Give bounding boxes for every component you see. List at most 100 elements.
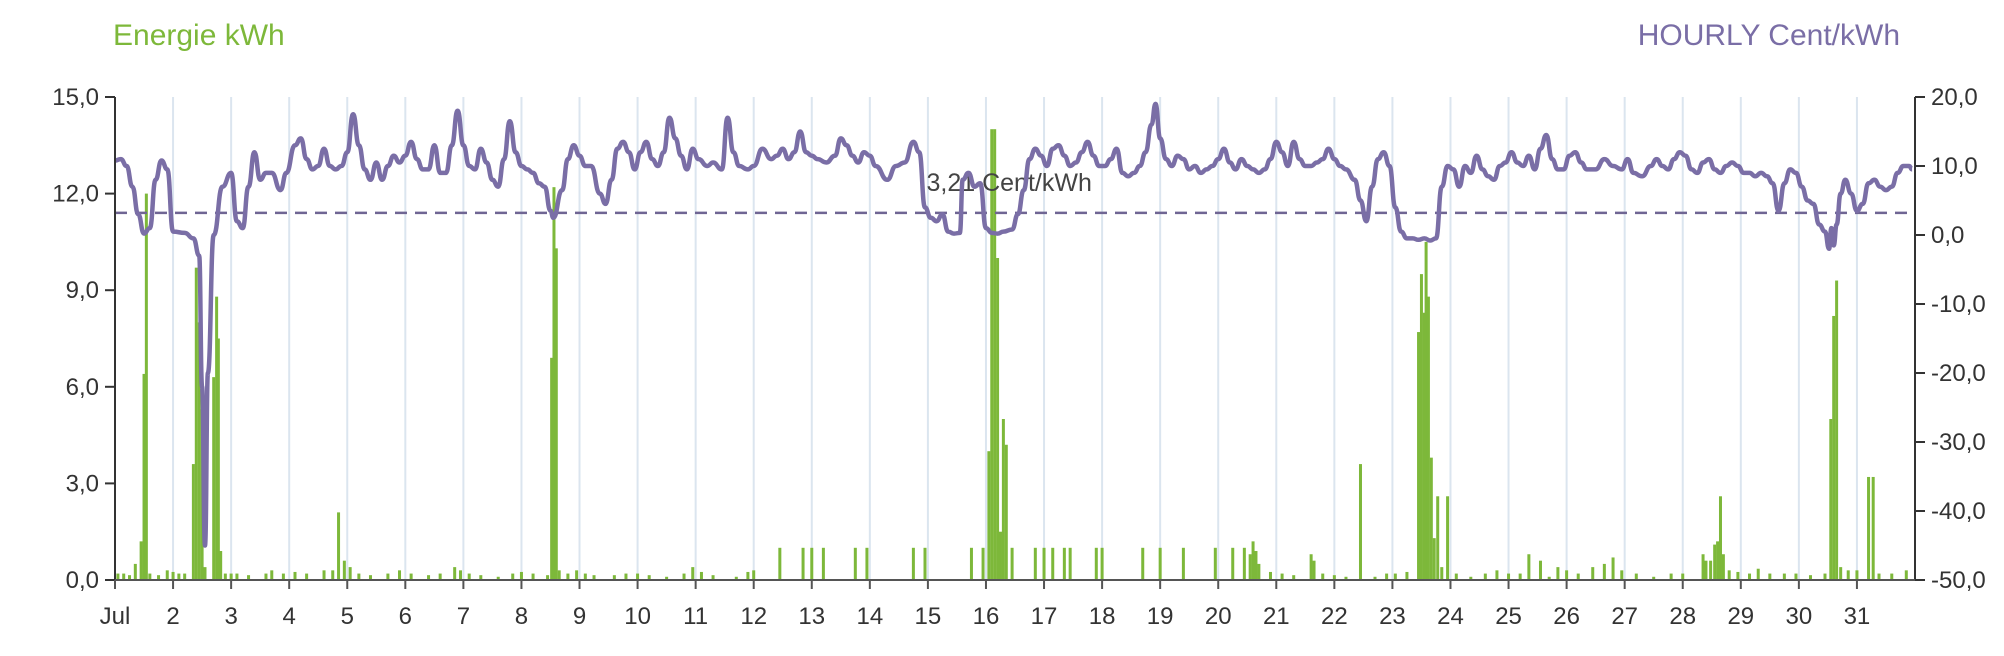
energy-bar xyxy=(453,567,457,580)
energy-bar xyxy=(1417,332,1421,580)
energy-bar xyxy=(203,567,207,580)
energy-bar xyxy=(496,576,500,580)
x-tick-label: 18 xyxy=(1089,603,1116,630)
x-tick-label: 28 xyxy=(1669,603,1696,630)
right-tick-label: -40,0 xyxy=(1931,498,1986,525)
energy-bar xyxy=(1701,554,1705,580)
energy-bar xyxy=(550,357,554,580)
x-tick-label: 19 xyxy=(1147,603,1174,630)
energy-bar xyxy=(552,187,556,580)
energy-bar xyxy=(264,573,268,580)
energy-bar xyxy=(281,573,285,580)
energy-bar xyxy=(1756,568,1760,580)
energy-bar xyxy=(1620,570,1624,580)
energy-bar xyxy=(128,575,132,580)
energy-bar xyxy=(223,573,227,580)
energy-bar xyxy=(566,573,570,580)
x-tick-label: 14 xyxy=(856,603,883,630)
energy-bar xyxy=(1839,567,1843,580)
energy-bar xyxy=(592,575,596,580)
energy-bar xyxy=(337,512,341,580)
x-tick-label: 5 xyxy=(341,603,354,630)
energy-bar xyxy=(752,570,756,580)
energy-bar xyxy=(1405,571,1409,580)
energy-bar xyxy=(1001,419,1005,580)
energy-bar xyxy=(1254,551,1258,580)
energy-bar xyxy=(1280,573,1284,580)
x-tick-label: 23 xyxy=(1379,603,1406,630)
right-tick-label: -10,0 xyxy=(1931,291,1986,318)
energy-bar xyxy=(1385,573,1389,580)
x-tick-label: 25 xyxy=(1495,603,1522,630)
energy-bar xyxy=(1100,547,1104,580)
energy-bar xyxy=(1309,554,1313,580)
energy-bar xyxy=(1846,570,1850,580)
x-tick-label: 11 xyxy=(683,603,708,630)
energy-bar xyxy=(1748,573,1752,580)
energy-bar xyxy=(1718,496,1722,580)
energy-bar xyxy=(821,547,825,580)
energy-bar xyxy=(575,570,579,580)
energy-bar xyxy=(1432,538,1436,580)
axes: 0,0 3,0 6,0 9,0 12,0 15,0 -50,0 -40,0 -30,0 -20,… xyxy=(52,84,1985,630)
energy-bar xyxy=(1716,541,1720,580)
energy-bar xyxy=(511,573,515,580)
x-tick-label: 10 xyxy=(624,603,651,630)
energy-bar xyxy=(1538,560,1542,580)
energy-bar xyxy=(1321,573,1325,580)
energy-bar xyxy=(1042,547,1046,580)
energy-bar xyxy=(1424,241,1428,580)
energy-bar xyxy=(1429,457,1433,580)
energy-bar xyxy=(583,573,587,580)
right-tick-label: 20,0 xyxy=(1931,84,1978,111)
energy-bar xyxy=(229,573,233,580)
energy-bar xyxy=(216,338,220,580)
energy-bar xyxy=(1518,573,1522,580)
energy-bar xyxy=(993,129,997,580)
energy-bar xyxy=(1855,570,1859,580)
energy-bar xyxy=(1454,573,1458,580)
energy-bar xyxy=(1242,547,1246,580)
energy-bar xyxy=(293,571,297,580)
energy-bar xyxy=(1591,567,1595,580)
energy-bar xyxy=(734,576,738,580)
energy-bar xyxy=(1373,576,1377,580)
x-tick-label: 6 xyxy=(399,603,412,630)
energy-bar xyxy=(1713,544,1717,580)
energy-bar xyxy=(1565,570,1569,580)
energy-bar xyxy=(1890,573,1894,580)
energy-bar xyxy=(215,296,219,580)
x-tick-label: 16 xyxy=(973,603,1000,630)
energy-bar xyxy=(322,570,326,580)
energy-bar xyxy=(1251,541,1255,580)
energy-bar xyxy=(1257,563,1261,580)
energy-bar xyxy=(171,571,175,580)
energy-bar xyxy=(1829,419,1833,580)
x-tick-label: 27 xyxy=(1611,603,1638,630)
energy-bar xyxy=(247,575,251,580)
energy-bar xyxy=(624,573,628,580)
energy-bar xyxy=(1556,567,1560,580)
energy-bar xyxy=(665,576,669,580)
left-y-ticks: 0,0 3,0 6,0 9,0 12,0 15,0 xyxy=(52,84,115,594)
x-tick-label: 22 xyxy=(1321,603,1348,630)
energy-bar xyxy=(981,547,985,580)
energy-bar xyxy=(331,570,335,580)
energy-bar xyxy=(1393,573,1397,580)
x-tick-label: 20 xyxy=(1205,603,1232,630)
energy-bar xyxy=(386,573,390,580)
energy-bar xyxy=(519,571,523,580)
energy-bar xyxy=(853,547,857,580)
energy-bar xyxy=(1704,560,1708,580)
energy-bar xyxy=(1634,573,1638,580)
energy-bar xyxy=(1446,496,1450,580)
energy-bar xyxy=(1681,573,1685,580)
energy-bar xyxy=(699,571,703,580)
vertical-gridlines xyxy=(172,97,1858,580)
energy-bar xyxy=(1422,312,1426,580)
energy-bar xyxy=(996,258,1000,580)
energy-bar xyxy=(1721,554,1725,580)
x-tick-label: Jul xyxy=(100,603,131,630)
energy-bar xyxy=(969,547,973,580)
